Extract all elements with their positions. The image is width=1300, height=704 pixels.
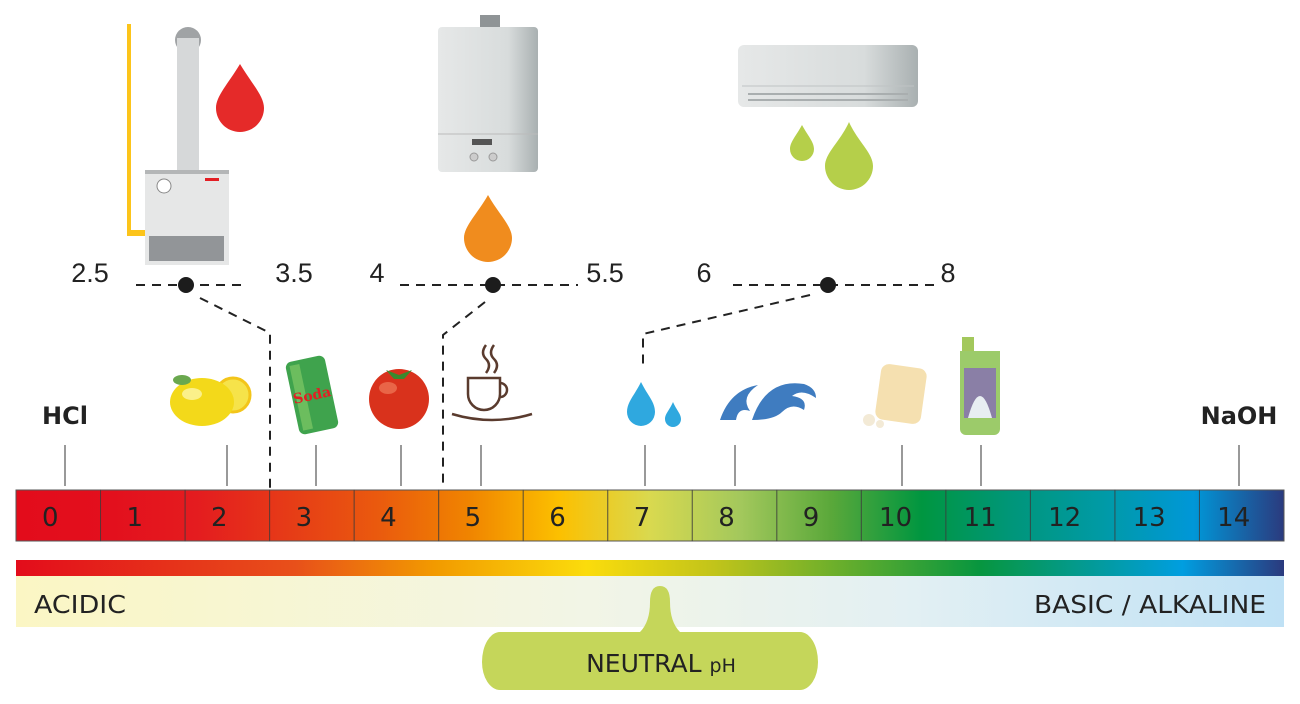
green-drop-large-icon xyxy=(825,122,873,190)
wall-boiler-icon xyxy=(438,15,538,172)
ph-scale-bar: 0 1 2 3 4 5 6 7 8 9 10 11 12 13 14 xyxy=(15,489,1285,542)
bleach-bottle-icon xyxy=(960,337,1000,435)
ph-value-label: 14 xyxy=(1217,503,1250,533)
hcl-label: HCl xyxy=(42,402,88,430)
range-low-label: 6 xyxy=(696,258,711,288)
ph-value-label: 8 xyxy=(718,503,735,533)
range-high-label: 8 xyxy=(940,258,955,288)
basic-alkaline-label: BASIC / ALKALINE xyxy=(1034,590,1266,619)
svg-text:Soda: Soda xyxy=(292,384,333,408)
range-3: 6 8 xyxy=(642,258,956,370)
ph-value-label: 7 xyxy=(634,503,651,533)
ph-value-label: 11 xyxy=(964,503,997,533)
range-low-label: 2.5 xyxy=(71,258,109,288)
soap-icon xyxy=(863,364,927,428)
water-drops-icon xyxy=(627,382,681,427)
ph-value-label: 0 xyxy=(42,503,59,533)
ph-value-label: 13 xyxy=(1133,503,1166,533)
ph-value-label: 10 xyxy=(879,503,912,533)
floor-boiler-icon xyxy=(127,24,229,265)
item-ticks xyxy=(64,445,1240,486)
ph-value-label: 12 xyxy=(1048,503,1081,533)
ph-value-label: 6 xyxy=(549,503,566,533)
neutral-ph-label: NEUTRAL pH xyxy=(586,649,736,678)
range-2: 4 5.5 xyxy=(369,258,624,490)
sea-wave-icon xyxy=(720,383,816,420)
range-high-label: 3.5 xyxy=(275,258,313,288)
soda-can-icon: Soda xyxy=(285,355,339,435)
red-drop-icon xyxy=(216,64,264,132)
coffee-cup-icon xyxy=(451,344,533,422)
tomato-icon xyxy=(369,369,429,429)
ph-value-label: 4 xyxy=(380,503,397,533)
range-1: 2.5 3.5 xyxy=(71,258,313,490)
ph-value-label: 2 xyxy=(211,503,228,533)
acidic-label: ACIDIC xyxy=(34,590,126,619)
ph-cell-14 xyxy=(1198,489,1285,542)
range-high-label: 5.5 xyxy=(586,258,624,288)
scale-gradient xyxy=(15,489,1285,542)
green-drop-small-icon xyxy=(790,125,814,161)
ph-value-label: 3 xyxy=(296,503,313,533)
ph-gradient-bar xyxy=(16,560,1284,576)
ph-value-label: 5 xyxy=(465,503,482,533)
neutral-ph-callout: NEUTRAL pH xyxy=(482,586,818,690)
naoh-label: NaOH xyxy=(1201,402,1278,430)
air-conditioner-icon xyxy=(738,45,918,107)
orange-drop-icon xyxy=(464,195,512,262)
range-low-label: 4 xyxy=(369,258,384,288)
lemon-icon xyxy=(170,375,252,426)
ph-value-label: 9 xyxy=(803,503,820,533)
ph-value-label: 1 xyxy=(127,503,144,533)
